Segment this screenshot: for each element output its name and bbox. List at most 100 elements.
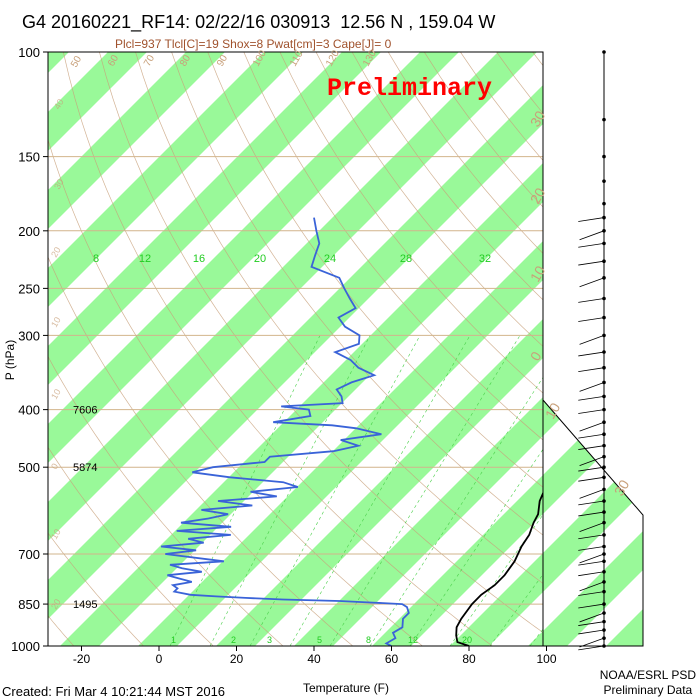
wind-barb (578, 351, 605, 357)
temperature-band (138, 241, 543, 646)
plot-frame (47, 51, 544, 647)
wind-barb (579, 335, 605, 345)
mixing-ratio-label: 8 (93, 253, 99, 265)
x-tick-label: -20 (73, 652, 91, 666)
wind-barb (579, 553, 605, 564)
right-edge-label: 30 (527, 108, 549, 130)
y-tick-label: 850 (18, 597, 40, 612)
x-axis-label: Temperature (F) (303, 681, 389, 695)
chart-subtitle: Plcl=937 Tlcl[C]=19 Shox=8 Pwat[cm]=3 Ca… (115, 37, 392, 51)
bottom-mixing-ratio-label: 2 (231, 635, 236, 645)
wind-barb (579, 421, 605, 432)
dry-adiabat (48, 256, 354, 646)
wind-barb (578, 217, 605, 222)
temperature-band (48, 52, 381, 385)
temperature-band (48, 85, 543, 619)
dry-adiabat (279, 52, 543, 394)
x-tick-label: 80 (462, 652, 476, 666)
wind-barb (579, 522, 605, 532)
wind-point (602, 117, 606, 122)
credit-line-2: Preliminary Data (603, 683, 693, 697)
dry-adiabat (48, 532, 144, 646)
left-edge-label: 20 (49, 245, 63, 259)
temperature-band (48, 52, 537, 541)
y-tick-label: 150 (18, 150, 40, 165)
mixing-ratio-label: 24 (324, 253, 336, 265)
dry-adiabat (171, 52, 543, 536)
dry-adiabat (48, 355, 284, 646)
temperature-band (216, 319, 543, 646)
bottom-mixing-ratio-label: 20 (462, 635, 472, 645)
dry-adiabat (207, 52, 543, 488)
wind-barb (579, 456, 605, 466)
dry-adiabat (48, 446, 214, 646)
wind-barb (579, 230, 605, 241)
mixing-ratio-line (329, 335, 521, 646)
dry-adiabat (315, 52, 543, 347)
dewpoint-profile (161, 217, 410, 646)
x-tick-label: 0 (156, 652, 163, 666)
dry-adiabat-label: 80 (178, 53, 193, 69)
dry-adiabat-label: 90 (215, 53, 230, 69)
preliminary-stamp: Preliminary (327, 74, 492, 103)
wind-barb (578, 298, 605, 303)
wind-point (602, 154, 606, 159)
y-tick-label: 300 (18, 328, 40, 343)
bottom-mixing-ratio-label: 5 (317, 635, 322, 645)
dry-adiabat (99, 52, 543, 633)
temperature-band (48, 52, 69, 73)
right-edge-label: 10 (542, 400, 564, 422)
dry-adiabat-label: 70 (142, 53, 157, 69)
dry-adiabat-label: 130 (361, 48, 379, 68)
x-tick-label: 60 (385, 652, 399, 666)
temperature-band (664, 46, 700, 666)
mixing-ratio-label: 20 (254, 253, 266, 265)
y-tick-label: 250 (18, 281, 40, 296)
temperature-band (664, 46, 700, 666)
temperature-band (372, 475, 543, 646)
x-tick-label: 40 (307, 652, 321, 666)
wind-barb (578, 534, 605, 540)
left-edge-label: 10 (49, 527, 63, 541)
credit-block: NOAA/ESRL PSD Preliminary Data (600, 668, 696, 698)
temperature-band (48, 52, 225, 229)
wind-barb (579, 277, 605, 288)
mixing-ratio-label: 16 (193, 253, 205, 265)
temperature-band (48, 52, 303, 308)
wind-barb (578, 621, 605, 626)
created-timestamp: Created: Fri Mar 4 10:21:44 MST 2016 (2, 684, 226, 699)
mixing-ratio-line (369, 376, 543, 646)
mixing-ratio-label: 28 (400, 253, 412, 265)
chart-title: G4 20160221_RF14: 02/22/16 030913 12.56 … (22, 12, 496, 32)
wind-barb (578, 603, 605, 609)
wind-barb (579, 612, 605, 623)
wind-barb (578, 511, 605, 517)
wind-barb (578, 367, 605, 372)
temperature-band (528, 631, 543, 646)
wind-barb (578, 560, 605, 566)
wind-panel-frame (542, 399, 644, 647)
wind-barb (578, 409, 605, 414)
credit-line-1: NOAA/ESRL PSD (599, 668, 696, 682)
height-label: 5874 (73, 462, 97, 474)
wind-barb (578, 645, 605, 651)
mixing-ratio-line (249, 335, 421, 646)
wind-barb (578, 445, 605, 450)
left-edge-label: 10 (49, 315, 63, 329)
wind-barb (578, 591, 605, 596)
temperature-band (48, 52, 147, 151)
dry-adiabat (48, 138, 424, 646)
dry-adiabat (243, 52, 543, 441)
temperature-band (450, 553, 543, 646)
dry-adiabat (677, 52, 700, 659)
left-edge-label: 20 (49, 597, 63, 611)
right-edge-label: 10 (527, 263, 549, 285)
left-edge-label: 40 (52, 97, 66, 111)
height-label: 7606 (73, 405, 97, 417)
dry-adiabat (351, 52, 543, 301)
y-tick-label: 700 (18, 547, 40, 562)
x-tick-label: 100 (536, 652, 556, 666)
y-tick-label: 500 (18, 460, 40, 475)
bottom-mixing-ratio-label: 3 (267, 635, 272, 645)
